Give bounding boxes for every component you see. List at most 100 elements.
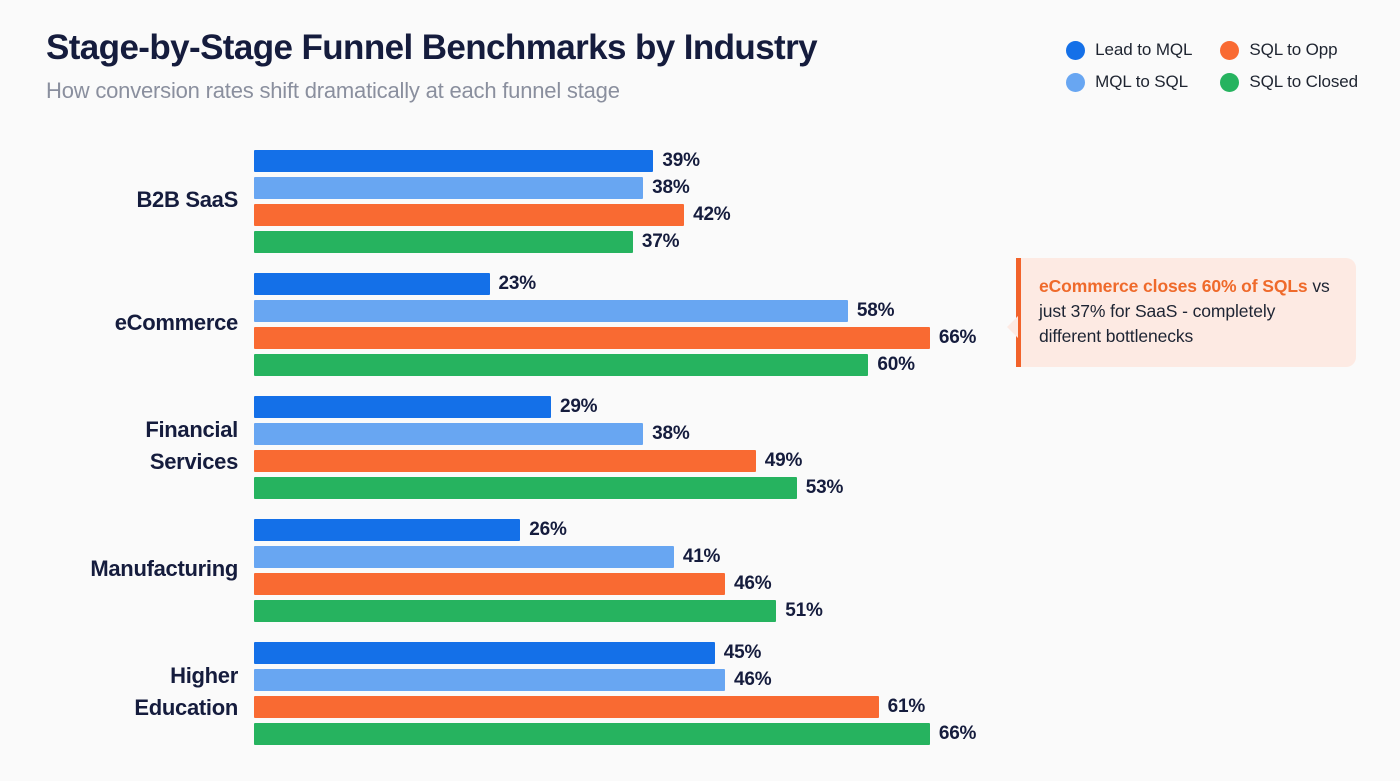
legend-swatch-icon: [1220, 40, 1240, 60]
bar-value-label: 26%: [529, 519, 567, 540]
category-label: B2B SaaS: [0, 138, 238, 261]
bar-row: 42%: [254, 204, 1400, 226]
category-label-line: Services: [149, 448, 238, 474]
category-label: eCommerce: [0, 261, 239, 384]
bar-group: B2B SaaS 39% 38% 42% 37%: [0, 138, 1400, 261]
legend-item[interactable]: MQL to SQL: [1066, 72, 1192, 92]
bar-row: 66%: [254, 723, 1400, 745]
page-subtitle: How conversion rates shift dramatically …: [46, 78, 620, 104]
bar-value-label: 66%: [938, 327, 977, 348]
category-label: Higher Education: [0, 630, 238, 753]
bar[interactable]: [254, 327, 930, 349]
bar-value-label: 45%: [723, 642, 762, 663]
bar-value-label: 58%: [856, 300, 895, 321]
bar-value-label: 42%: [693, 204, 731, 225]
bar[interactable]: [254, 600, 777, 622]
bar[interactable]: [254, 519, 521, 541]
bar-row: 23%: [254, 273, 1400, 295]
bar[interactable]: [254, 573, 726, 595]
bar[interactable]: [254, 696, 879, 718]
bar[interactable]: [254, 450, 756, 472]
legend-swatch-icon: [1066, 40, 1086, 60]
bar-row: 66%: [254, 327, 1400, 349]
bar-value-label: 41%: [682, 546, 721, 567]
bar[interactable]: [254, 477, 797, 499]
bar-stack: 26% 41% 46% 51%: [254, 519, 1400, 622]
bar[interactable]: [254, 300, 848, 322]
bar[interactable]: [254, 642, 715, 664]
bar-row: 26%: [254, 519, 1400, 541]
bar[interactable]: [254, 396, 551, 418]
bar-value-label: 61%: [887, 696, 926, 717]
bar-row: 58%: [254, 300, 1400, 322]
bar-row: 51%: [254, 600, 1400, 622]
legend-item-label: SQL to Closed: [1249, 72, 1358, 91]
bar-value-label: 29%: [559, 396, 598, 417]
bar[interactable]: [254, 354, 869, 376]
chart-header: Stage-by-Stage Funnel Benchmarks by Indu…: [46, 28, 1006, 104]
bar-value-label: 46%: [734, 573, 772, 594]
bar-stack: 23% 58% 66% 60%: [254, 273, 1400, 376]
bar-value-label: 60%: [877, 354, 915, 375]
bar-row: 53%: [254, 477, 1400, 499]
bar-group: Higher Education 45% 46% 61% 66%: [0, 630, 1400, 753]
bar-group: Financial Services 29% 38% 49% 53%: [0, 384, 1400, 507]
annotation-callout: eCommerce closes 60% of SQLs vs just 37%…: [1007, 258, 1356, 367]
bar-group: Manufacturing 26% 41% 46% 51%: [0, 507, 1400, 630]
bar[interactable]: [254, 669, 726, 691]
bar-row: 41%: [254, 546, 1400, 568]
category-label-line: Financial: [145, 416, 238, 442]
legend-item[interactable]: Lead to MQL: [1066, 40, 1192, 60]
bar-row: 46%: [254, 669, 1400, 691]
category-label-line: eCommerce: [114, 309, 239, 335]
bar-stack: 45% 46% 61% 66%: [254, 642, 1400, 745]
bar[interactable]: [254, 273, 490, 295]
bar-row: 46%: [254, 573, 1400, 595]
legend-swatch-icon: [1220, 72, 1240, 92]
bar-value-label: 66%: [938, 723, 977, 744]
annotation-pointer-icon: [1007, 316, 1018, 338]
chart-legend: Lead to MQL SQL to Opp MQL to SQL SQL to Cl…: [1066, 40, 1358, 92]
bar-value-label: 49%: [764, 450, 803, 471]
bar-row: 60%: [254, 354, 1400, 376]
legend-item-label: Lead to MQL: [1095, 40, 1193, 59]
page-title: Stage-by-Stage Funnel Benchmarks by Indu…: [46, 28, 818, 67]
bar-row: 45%: [254, 642, 1400, 664]
bar-row: 38%: [254, 423, 1400, 445]
bar-value-label: 39%: [662, 150, 700, 171]
bar[interactable]: [254, 150, 654, 172]
bar[interactable]: [254, 423, 644, 445]
legend-item-label: SQL to Opp: [1249, 40, 1338, 59]
legend-item[interactable]: SQL to Closed: [1220, 72, 1358, 92]
bar-row: 38%: [254, 177, 1400, 199]
bar-value-label: 53%: [805, 477, 844, 498]
legend-item[interactable]: SQL to Opp: [1220, 40, 1358, 60]
bar-value-label: 51%: [785, 600, 823, 621]
bar-value-label: 37%: [641, 231, 680, 252]
bar[interactable]: [254, 231, 633, 253]
category-label: Financial Services: [0, 384, 238, 507]
annotation-highlight-text: eCommerce closes 60% of SQLs: [1039, 276, 1308, 296]
bar-group: eCommerce 23% 58% 66% 60%: [0, 261, 1400, 384]
bar-value-label: 38%: [652, 177, 690, 198]
bar-value-label: 46%: [734, 669, 772, 690]
legend-item-label: MQL to SQL: [1095, 72, 1189, 91]
bar[interactable]: [254, 177, 644, 199]
bar-value-label: 38%: [652, 423, 690, 444]
bar-row: 49%: [254, 450, 1400, 472]
category-label: Manufacturing: [0, 507, 238, 630]
bar[interactable]: [254, 546, 674, 568]
bar-stack: 39% 38% 42% 37%: [254, 150, 1400, 253]
category-label-line: Higher: [170, 662, 238, 688]
bar-row: 37%: [254, 231, 1400, 253]
category-label-line: Manufacturing: [90, 555, 238, 581]
bar[interactable]: [254, 204, 685, 226]
legend-swatch-icon: [1066, 72, 1086, 92]
bar-stack: 29% 38% 49% 53%: [254, 396, 1400, 499]
category-label-line: B2B SaaS: [136, 186, 238, 212]
bar[interactable]: [254, 723, 930, 745]
bar-value-label: 23%: [498, 273, 537, 294]
category-label-line: Education: [134, 694, 238, 720]
chart-plot-area: B2B SaaS 39% 38% 42% 37% eCommerce 23% 58% 66% 60…: [0, 138, 1400, 768]
